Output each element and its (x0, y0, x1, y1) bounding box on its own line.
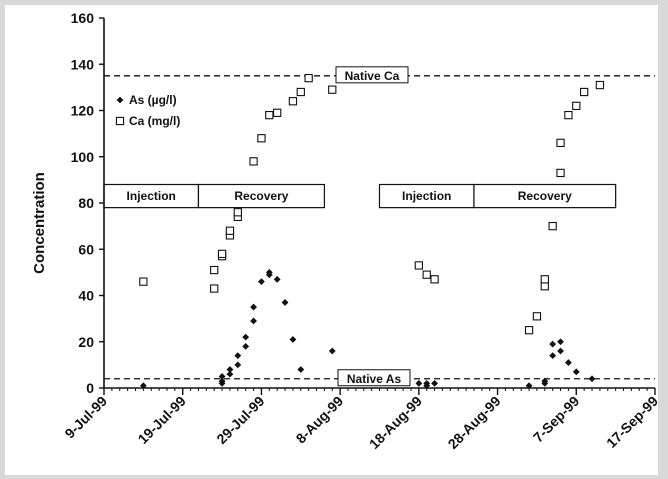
ca-point (580, 87, 589, 97)
ca-point (430, 275, 439, 284)
as-point (423, 379, 431, 387)
as-point (250, 303, 257, 311)
as-point (234, 352, 242, 360)
as-point (572, 368, 580, 376)
as-point (328, 347, 336, 355)
ca-point (532, 312, 542, 321)
ca-point (296, 87, 305, 97)
ca-point (233, 208, 242, 217)
y-axis-title: Concentration (31, 172, 48, 274)
as-point (557, 347, 564, 355)
reference-label-box (337, 369, 411, 387)
ca-point (273, 108, 282, 117)
ca-point (548, 221, 557, 231)
as-point (565, 359, 572, 366)
as-point (139, 382, 147, 390)
legend-marker-as (116, 96, 124, 104)
reference-label-box (335, 66, 409, 84)
reference-lines: Native Ca Native As (104, 66, 655, 387)
y-tick-label: 120 (71, 103, 95, 119)
ca-point (210, 265, 219, 275)
legend-marker-ca (115, 116, 125, 126)
phase-bands: Injection Recovery Injection Recovery (103, 183, 617, 209)
phase-segment (197, 183, 325, 209)
ca-point (595, 80, 605, 90)
ca-point (540, 282, 549, 291)
legend: As (µg/l) Ca (mg/l) (115, 93, 180, 128)
phase-label: Injection (402, 189, 451, 203)
as-point (557, 338, 564, 346)
as-point (549, 340, 557, 348)
as-point (549, 352, 557, 360)
ca-point (572, 101, 581, 111)
ca-point (556, 168, 565, 178)
ca-point (564, 110, 573, 120)
legend-entry: Ca (mg/l) (129, 114, 180, 128)
as-point (588, 375, 596, 383)
ca-point (422, 270, 431, 279)
as-point (226, 366, 234, 373)
ca-point (304, 73, 313, 83)
as-point (250, 317, 257, 325)
y-tick-label: 0 (86, 380, 94, 396)
as-point (242, 342, 250, 350)
ca-point (414, 261, 424, 270)
y-tick-label: 100 (71, 149, 95, 165)
as-point (265, 268, 273, 276)
phase-label: Recovery (518, 189, 572, 203)
phase-label: Injection (127, 189, 176, 203)
ca-point (210, 284, 219, 293)
as-point (234, 361, 242, 369)
y-tick-label: 80 (78, 195, 94, 211)
y-tick-label: 60 (78, 241, 94, 257)
phase-segment (473, 183, 617, 209)
y-tick-label: 140 (71, 56, 95, 72)
as-point (258, 278, 265, 286)
y-tick-label: 160 (71, 10, 95, 26)
as-point (431, 379, 438, 387)
as-point (289, 336, 297, 343)
y-tick-label: 40 (78, 288, 94, 304)
ca-point (524, 326, 534, 335)
ca-point (249, 157, 258, 166)
as-point (525, 382, 533, 390)
plot-background (5, 5, 658, 475)
data-points (139, 73, 605, 390)
ca-point (556, 138, 565, 148)
ca-point (217, 249, 227, 259)
reference-label: Native As (347, 372, 402, 386)
as-point (218, 377, 226, 385)
phase-label: Recovery (234, 189, 288, 203)
reference-label: Native Ca (345, 69, 400, 83)
ca-point (328, 85, 337, 94)
ca-point (265, 110, 274, 120)
as-point (415, 379, 423, 387)
ca-point (540, 275, 549, 284)
as-point (281, 299, 289, 306)
legend-entry: As (µg/l) (129, 93, 177, 107)
as-point (218, 373, 226, 380)
as-point (242, 333, 250, 341)
ca-point (257, 134, 266, 143)
y-tick-label: 20 (78, 334, 94, 350)
ca-point (288, 97, 298, 106)
as-point (226, 370, 234, 378)
as-point (297, 366, 305, 373)
ca-point (225, 226, 235, 235)
ca-point (139, 277, 148, 286)
as-point (541, 377, 549, 385)
as-point (273, 275, 281, 283)
